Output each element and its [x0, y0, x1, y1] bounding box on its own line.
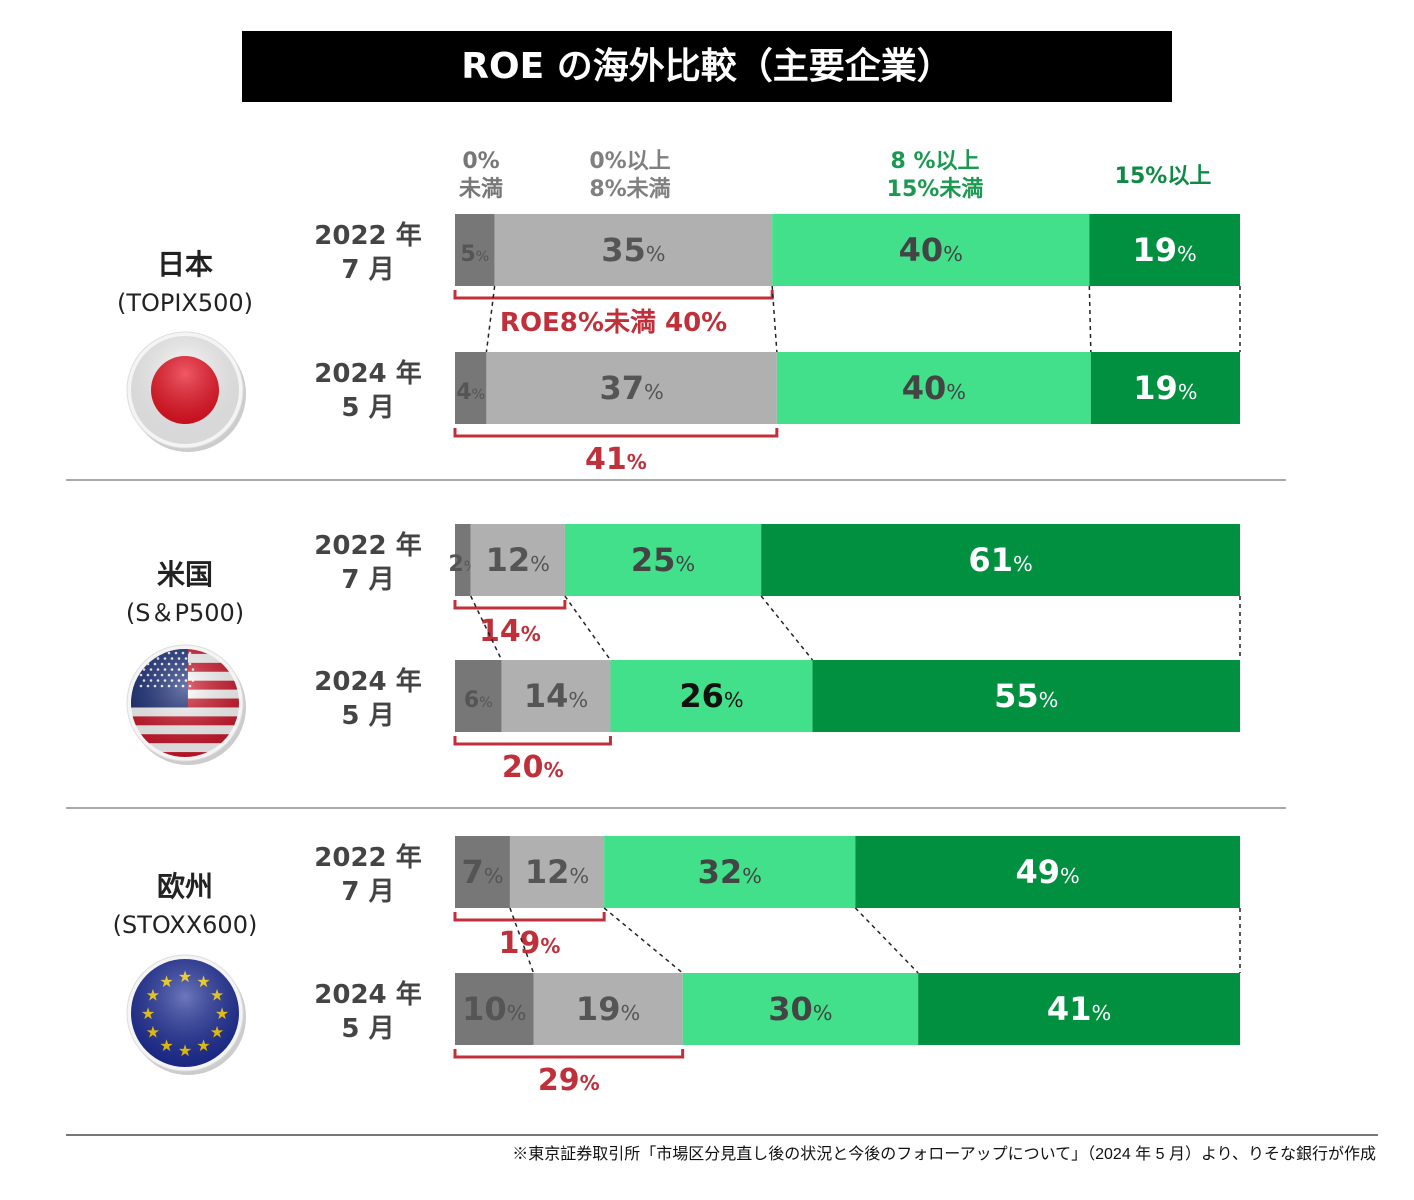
bracket-label: 20%	[502, 750, 564, 785]
data-label: 32%	[698, 853, 762, 891]
data-label: 35%	[601, 231, 665, 269]
year-label: 2024 年	[314, 358, 421, 389]
bracket-label: 41%	[585, 442, 647, 477]
month-label: 7 月	[341, 255, 394, 285]
bracket-label: 19%	[499, 926, 561, 961]
bar-segment	[776, 352, 1091, 424]
bar-segment	[455, 973, 534, 1045]
data-label: 41%	[1047, 990, 1111, 1028]
connector-line	[564, 595, 612, 661]
data-label: 6%	[464, 688, 493, 713]
chart-title: ROE の海外比較（主要企業）	[242, 31, 1172, 102]
year-label: 2022 年	[314, 220, 421, 251]
legend-label: 8%未満	[589, 176, 670, 202]
bracket	[453, 600, 567, 610]
bar-segment	[918, 973, 1240, 1045]
data-label: 40%	[902, 369, 966, 407]
legend-label: 0%以上	[589, 149, 670, 174]
year-label: 2022 年	[314, 530, 421, 561]
bar-segment	[1089, 214, 1240, 286]
data-label: 5%	[460, 242, 489, 267]
bar-segment	[455, 214, 495, 286]
bracket	[453, 1049, 685, 1059]
region-name: 日本	[157, 248, 213, 281]
data-label: 19%	[576, 990, 640, 1028]
region-name: 欧州	[157, 870, 213, 903]
legend-label: 未満	[459, 176, 503, 202]
index-name: (TOPIX500)	[117, 289, 253, 317]
data-label: 26%	[679, 677, 743, 715]
region-name: 米国	[157, 558, 213, 591]
month-label: 7 月	[341, 565, 394, 595]
data-label: 30%	[768, 990, 832, 1028]
connector-line	[470, 595, 503, 661]
connector-line	[603, 907, 684, 974]
data-label: 40%	[899, 231, 963, 269]
bar-segment	[501, 660, 611, 732]
bracket-label: ROE8%未満 40%	[500, 308, 727, 338]
connector-line	[771, 285, 778, 353]
year-label: 2022 年	[314, 842, 421, 873]
connector-line	[485, 285, 496, 353]
bar-segment	[564, 524, 762, 596]
data-label: 19%	[1133, 231, 1197, 269]
bar-segment	[470, 524, 565, 596]
data-label: 25%	[631, 541, 695, 579]
bar-segment	[494, 214, 773, 286]
bracket	[453, 428, 779, 438]
index-name: (STOXX600)	[113, 911, 258, 939]
bar-segment	[682, 973, 919, 1045]
data-label: 49%	[1016, 853, 1080, 891]
bracket-label: 14%	[479, 614, 541, 649]
footnote: ※東京証券取引所「市場区分見直し後の状況と今後のフォローアップについて」（202…	[512, 1146, 1376, 1163]
bar-segment	[509, 836, 605, 908]
connector-line	[760, 595, 814, 661]
data-label: 12%	[486, 541, 550, 579]
connector-line	[854, 907, 919, 974]
bar-segment	[1090, 352, 1240, 424]
bar-segment	[812, 660, 1240, 732]
bracket-label: 29%	[538, 1063, 600, 1098]
bar-segment	[455, 352, 487, 424]
connector-line	[1088, 285, 1092, 353]
flag-gloss	[131, 959, 239, 1067]
month-label: 7 月	[341, 877, 394, 907]
data-label: 19%	[1133, 369, 1197, 407]
data-label: 55%	[994, 677, 1058, 715]
bar-segment	[772, 214, 1090, 286]
flag-gloss	[131, 649, 239, 757]
bracket	[453, 912, 606, 922]
month-label: 5 月	[341, 1014, 394, 1044]
data-label: 12%	[525, 853, 589, 891]
data-label: 14%	[524, 677, 588, 715]
year-label: 2024 年	[314, 979, 421, 1010]
bracket	[453, 290, 774, 300]
bar-segment	[486, 352, 777, 424]
data-label: 4%	[456, 380, 485, 405]
bar-segment	[610, 660, 813, 732]
data-label: 7%	[461, 853, 503, 891]
bar-segment	[455, 660, 502, 732]
year-label: 2024 年	[314, 666, 421, 697]
bar-segment	[761, 524, 1240, 596]
bar-segment	[604, 836, 856, 908]
legend-label: 0%	[462, 149, 499, 174]
bar-segment	[533, 973, 683, 1045]
data-label: 61%	[968, 541, 1032, 579]
legend-label: 15%以上	[1115, 164, 1212, 189]
legend-label: 8 %以上	[890, 149, 979, 174]
bracket	[453, 736, 612, 746]
flag-gloss	[131, 336, 239, 444]
bar-segment	[455, 524, 471, 596]
month-label: 5 月	[341, 393, 394, 423]
legend-label: 15%未満	[887, 176, 984, 202]
month-label: 5 月	[341, 701, 394, 731]
bar-segment	[855, 836, 1240, 908]
data-label: 37%	[599, 369, 663, 407]
bar-segment	[455, 836, 510, 908]
data-label: 10%	[462, 990, 526, 1028]
index-name: (S＆P500)	[126, 599, 244, 627]
connector-line	[509, 907, 535, 974]
